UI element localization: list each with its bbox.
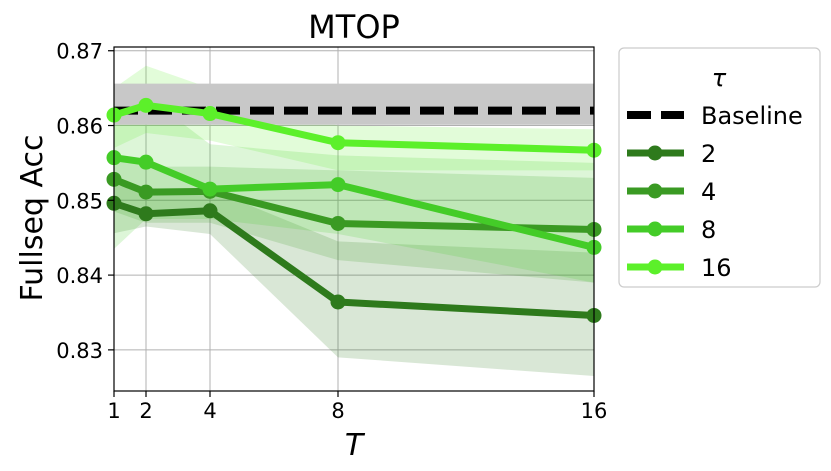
x-tick-label: 4 — [203, 399, 216, 423]
x-axis-label: T — [345, 428, 366, 463]
y-axis-label: Fullseq Acc — [15, 135, 50, 302]
baseline-group — [114, 83, 594, 125]
data-point-2 — [330, 294, 346, 310]
data-point-4 — [138, 184, 154, 200]
data-point-8 — [138, 154, 154, 170]
legend-marker-2 — [647, 145, 663, 161]
data-point-8 — [330, 177, 346, 193]
legend-label: 2 — [701, 140, 716, 168]
x-tick-label: 16 — [581, 399, 608, 423]
y-tick-label: 0.83 — [56, 339, 103, 363]
plot-frame — [113, 46, 595, 392]
series-band-8 — [114, 84, 594, 283]
x-tick-label: 1 — [107, 399, 120, 423]
chart-title: MTOP — [308, 8, 400, 46]
y-tick-label: 0.84 — [56, 264, 103, 288]
legend-marker-8 — [647, 221, 663, 237]
baseline-band — [114, 83, 594, 125]
data-point-16 — [202, 106, 218, 122]
data-point-8 — [202, 181, 218, 197]
legend-title: τ — [712, 64, 727, 92]
y-tick-label: 0.87 — [56, 40, 103, 64]
y-axis-ticks: 0.83 0.84 0.85 0.86 0.87 — [56, 40, 114, 363]
legend-label: 4 — [701, 178, 716, 206]
legend-label: Baseline — [701, 102, 803, 130]
y-tick-label: 0.86 — [56, 115, 103, 139]
legend-label: 16 — [701, 254, 732, 282]
data-point-16 — [330, 135, 346, 151]
legend-label: 8 — [701, 216, 716, 244]
data-point-2 — [202, 203, 218, 219]
x-axis-ticks: 1 2 4 8 16 — [107, 391, 607, 423]
data-point-16 — [138, 97, 154, 113]
x-tick-label: 2 — [139, 399, 152, 423]
series-band-2 — [114, 185, 594, 377]
y-tick-label: 0.85 — [56, 189, 103, 213]
legend-items: Baseline 2 4 8 16 — [627, 102, 803, 282]
legend-marker-4 — [647, 183, 663, 199]
series-lines — [106, 97, 602, 323]
legend: τ Baseline 2 4 8 16 — [618, 47, 821, 288]
data-point-2 — [138, 206, 154, 222]
data-point-4 — [330, 215, 346, 231]
legend-marker-16 — [647, 259, 663, 275]
x-tick-label: 8 — [331, 399, 344, 423]
